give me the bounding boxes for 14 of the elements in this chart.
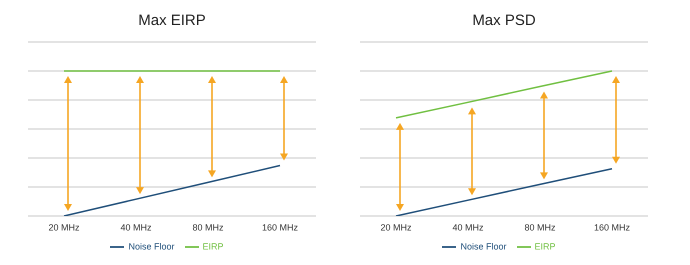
legend-label: EIRP bbox=[202, 241, 224, 252]
x-tick-label: 20 MHz bbox=[48, 222, 80, 232]
x-tick-label: 80 MHz bbox=[524, 222, 556, 232]
legend-label: Noise Floor bbox=[128, 241, 174, 252]
legend-label: EIRP bbox=[534, 241, 556, 252]
x-tick-label: 20 MHz bbox=[380, 222, 412, 232]
x-tick-label: 40 MHz bbox=[452, 222, 484, 232]
chart-title: Max PSD bbox=[471, 11, 537, 31]
x-tick-label: 40 MHz bbox=[120, 222, 152, 232]
x-tick-label: 160 MHz bbox=[262, 222, 299, 232]
x-tick-label: 80 MHz bbox=[192, 222, 224, 232]
x-tick-label: 160 MHz bbox=[594, 222, 631, 232]
legend-label: Noise Floor bbox=[460, 241, 506, 252]
chart-title: Max EIRP bbox=[137, 11, 207, 31]
